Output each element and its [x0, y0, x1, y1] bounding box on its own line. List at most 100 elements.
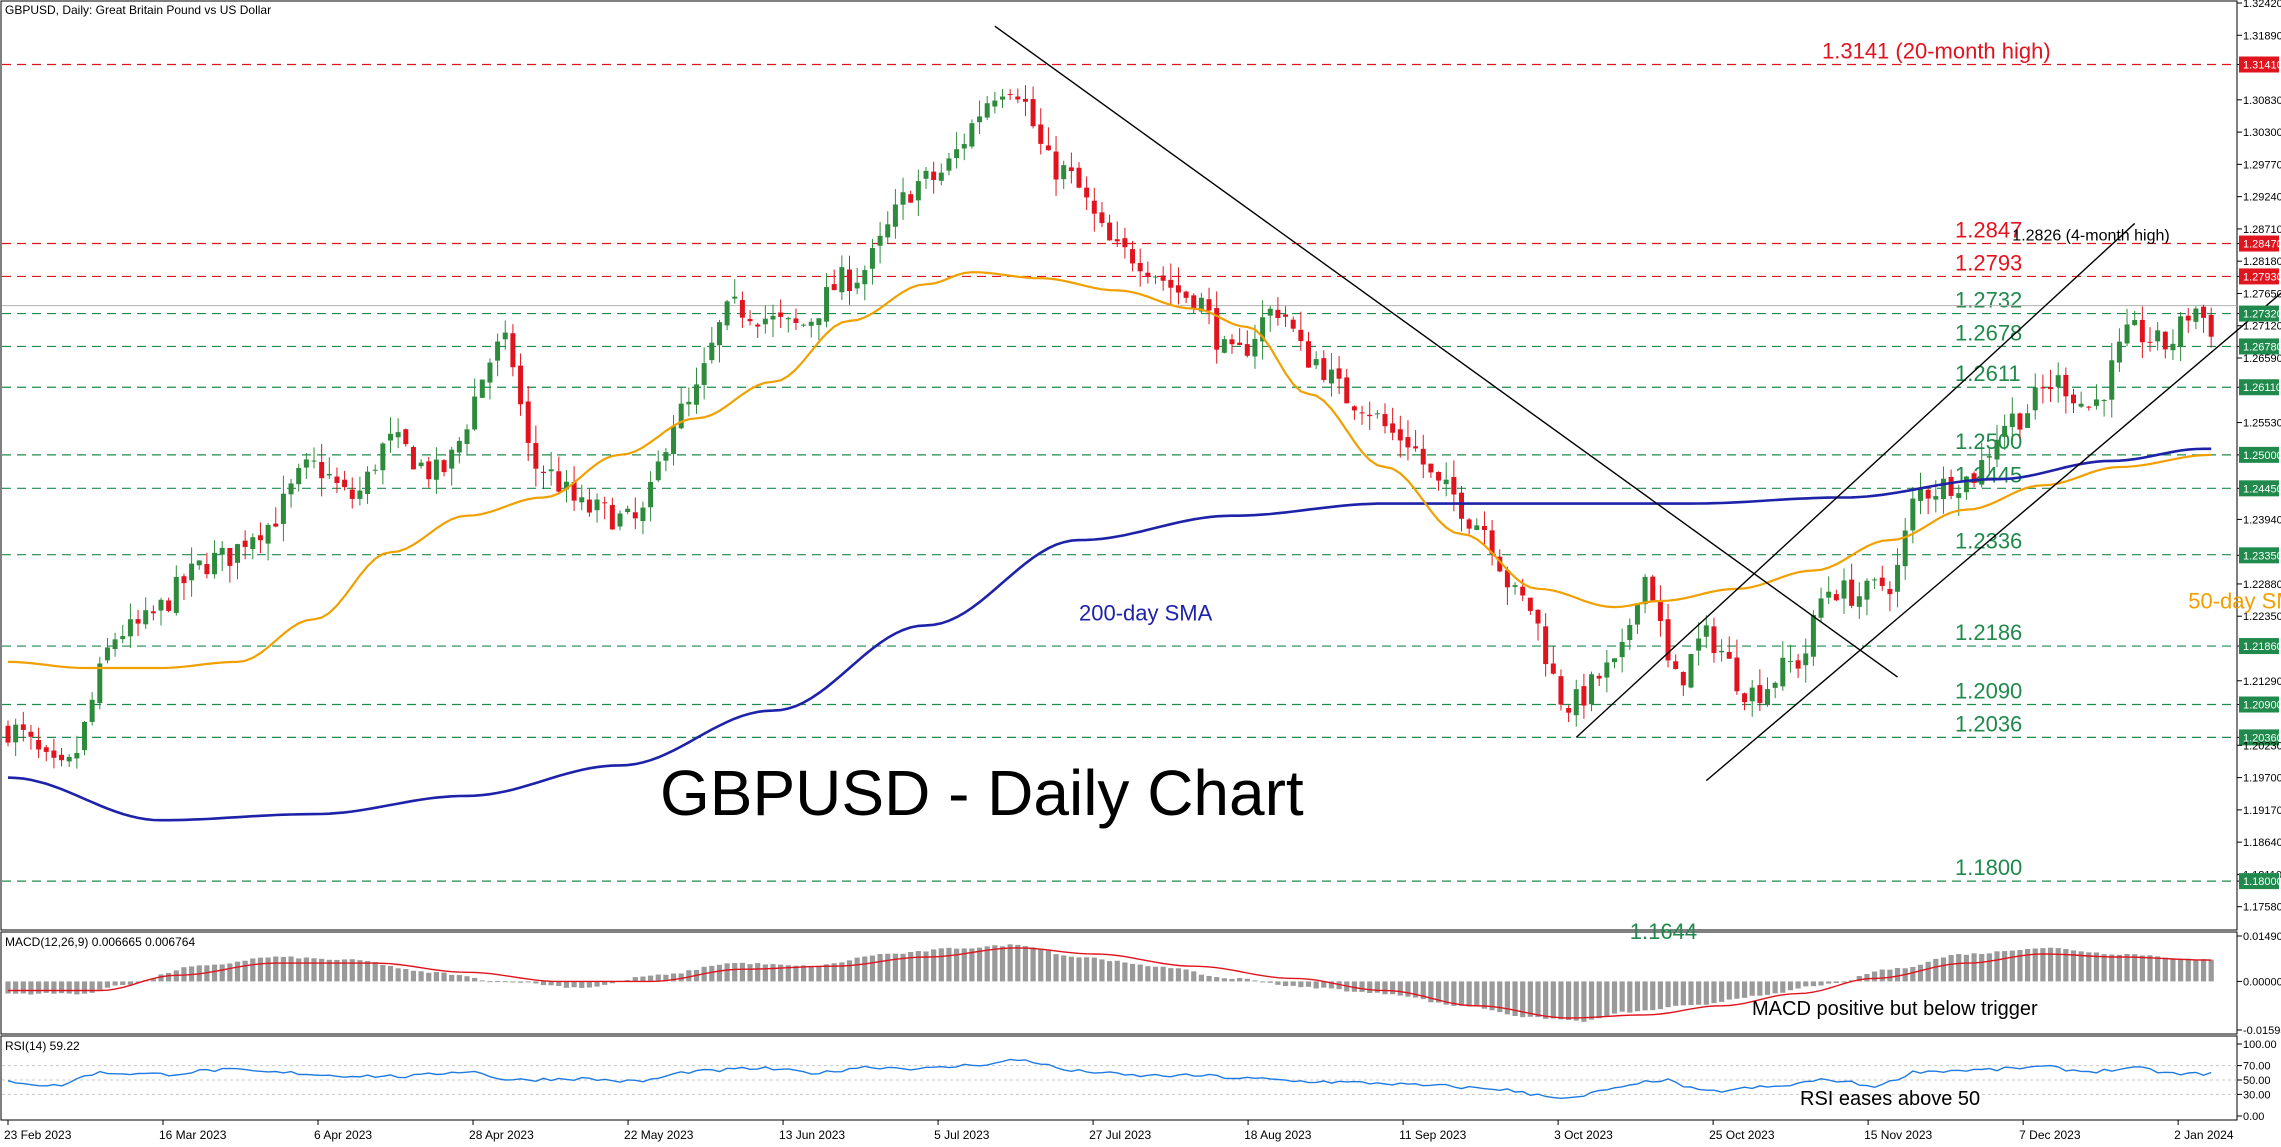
macd-bar — [250, 958, 256, 982]
y-tick-label: 1.22880 — [2243, 579, 2281, 591]
candle-body — [2101, 400, 2107, 402]
macd-bar — [999, 946, 1006, 982]
macd-bar — [1795, 981, 1801, 989]
candle-body — [2147, 341, 2153, 343]
macd-bar — [801, 965, 807, 982]
y-tick-label: 1.25530 — [2243, 418, 2281, 430]
candle-body — [204, 564, 210, 575]
candle-body — [2155, 330, 2161, 342]
macd-bar — [1887, 969, 1893, 982]
candle-body — [1214, 308, 1220, 350]
y-tick-label: 1.31890 — [2243, 30, 2281, 42]
macd-bar — [877, 954, 883, 982]
y-tick-label: 1.22350 — [2243, 611, 2281, 623]
candle-body — [518, 365, 524, 405]
candle-body — [1596, 675, 1602, 679]
macd-bar — [1764, 981, 1771, 995]
macd-bar — [1007, 944, 1013, 982]
candle-body — [2025, 413, 2031, 428]
macd-bar — [5, 981, 11, 994]
candle-body — [1068, 167, 1074, 172]
y-tick-label: 1.26110 — [2243, 382, 2281, 394]
macd-bar — [961, 948, 967, 982]
rsi-panel: 100.00 70.00 50.00 30.00 0.00 — [2, 1039, 2277, 1123]
macd-bar — [1435, 981, 1442, 1003]
y-tick-highlight — [2239, 235, 2279, 252]
candle-body — [1703, 625, 1709, 637]
candle-body — [1244, 344, 1250, 356]
candle-body — [296, 468, 302, 485]
candle-body — [1642, 576, 1648, 605]
rsi-panel-frame — [0, 1035, 2238, 1121]
trendline — [1705, 292, 2281, 782]
candle-body — [709, 342, 715, 361]
candle-body — [808, 321, 814, 326]
macd-bar — [586, 981, 592, 988]
y-tick-label: 1.24450 — [2243, 483, 2281, 495]
candle-body — [877, 235, 883, 246]
macd-bar — [869, 955, 876, 982]
macd-bar — [655, 974, 661, 982]
macd-bar — [579, 981, 585, 988]
candle-body — [82, 721, 87, 751]
x-tick-label: 25 Oct 2023 — [1709, 1128, 1775, 1142]
macd-bar — [43, 981, 49, 993]
candle-body — [196, 560, 202, 566]
candle-body — [563, 481, 569, 490]
macd-bar — [364, 961, 371, 982]
candle-body — [586, 499, 592, 513]
price-y-axis: 1.32420 1.31890 1.31410 1.30830 1.30300 1.297… — [2237, 0, 2281, 914]
candle-body — [1772, 682, 1778, 688]
x-tick-label: 2 Jan 2024 — [2174, 1128, 2234, 1142]
candle-body — [464, 429, 470, 444]
candle-body — [977, 116, 983, 123]
macd-bar — [181, 967, 187, 982]
candle-body — [1749, 687, 1755, 702]
candle-body — [785, 317, 791, 320]
candle-body — [954, 149, 960, 159]
macd-bar — [1543, 981, 1549, 1019]
macd-bar — [1917, 964, 1924, 982]
macd-bar — [1512, 981, 1518, 1016]
candle-body — [1780, 657, 1786, 687]
x-tick-label: 22 May 2023 — [624, 1128, 694, 1142]
macd-bar — [1221, 978, 1227, 982]
candle-body — [525, 401, 531, 443]
rsi-y-label: 30.00 — [2243, 1089, 2271, 1101]
candle-body — [946, 158, 952, 171]
candle-body — [1122, 238, 1128, 248]
macd-bar — [441, 972, 447, 982]
macd-bar — [303, 957, 309, 982]
macd-panel-frame — [0, 931, 2238, 1035]
macd-bar — [1145, 966, 1151, 982]
candle-body — [1887, 588, 1893, 595]
y-tick-label: 1.20900 — [2243, 700, 2281, 712]
macd-bar — [747, 964, 753, 982]
macd-bar — [1420, 981, 1426, 1000]
macd-bar — [1022, 946, 1029, 982]
candle-body — [724, 301, 730, 326]
macd-bar — [1986, 953, 1992, 982]
macd-bar — [2109, 954, 2115, 982]
level-label: 1.1800 — [1955, 855, 2022, 880]
candle-body — [326, 473, 332, 476]
candle-body — [1175, 285, 1181, 293]
candle-body — [1367, 414, 1373, 417]
macd-bar — [1749, 981, 1755, 996]
candle-body — [410, 446, 416, 470]
macd-bar — [2155, 956, 2161, 982]
macd-bar — [1619, 981, 1625, 1012]
candle-body — [510, 333, 516, 368]
candle-body — [1787, 661, 1793, 663]
macd-bar — [2101, 954, 2107, 982]
trendline — [994, 25, 1898, 678]
macd-bar — [609, 981, 615, 984]
candle-body — [1397, 429, 1403, 441]
macd-bar — [1114, 960, 1120, 982]
macd-bar — [1948, 955, 1954, 982]
candle-body — [319, 461, 325, 479]
macd-bar — [1971, 953, 1977, 982]
macd-bar — [1443, 981, 1449, 1005]
macd-y-label: 0.000000 — [2243, 976, 2281, 988]
macd-bar — [296, 958, 302, 982]
